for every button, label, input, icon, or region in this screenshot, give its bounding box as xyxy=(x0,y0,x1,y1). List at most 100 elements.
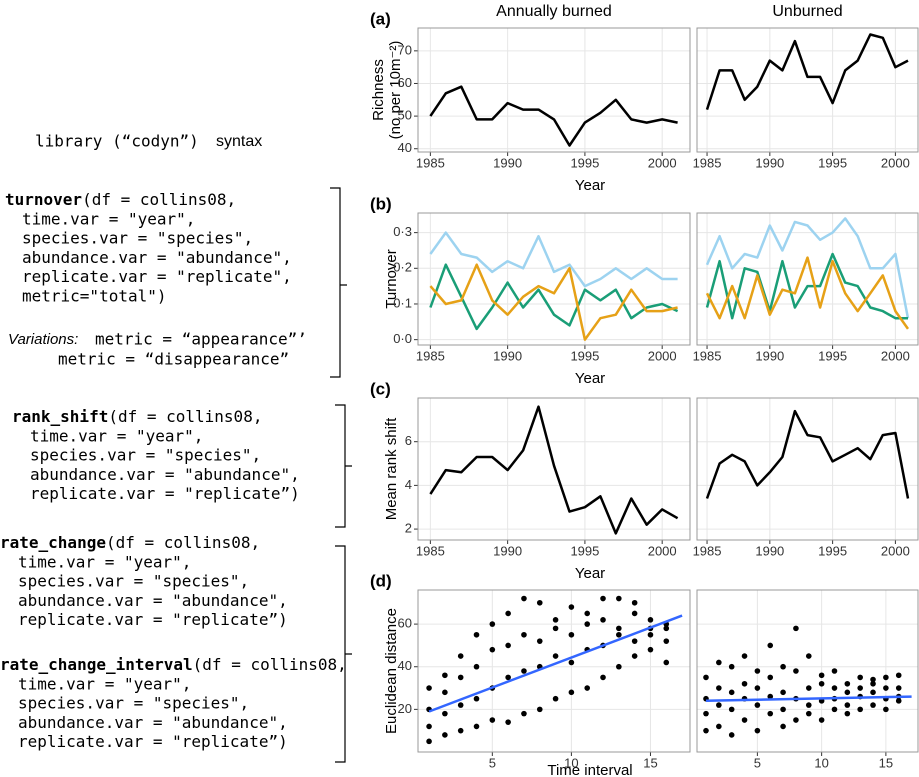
variations-label: Variations: xyxy=(8,331,78,348)
point xyxy=(457,653,464,659)
panel-background xyxy=(696,589,919,753)
panel-label: (b) xyxy=(370,194,392,213)
code-line: metric="total") xyxy=(22,286,167,305)
point xyxy=(457,727,464,734)
code-text: abundance.var = "abundance", xyxy=(22,247,292,266)
x-tick-label: 1990 xyxy=(755,155,784,170)
point xyxy=(536,706,543,713)
y-tick-label: 0·3 xyxy=(393,224,412,239)
point xyxy=(741,680,748,687)
point xyxy=(716,685,722,691)
code-line: time.var = "year", xyxy=(30,426,203,445)
point xyxy=(754,727,761,734)
point xyxy=(616,625,622,632)
y-tick-label: 0·0 xyxy=(393,331,412,346)
point xyxy=(805,653,812,659)
point xyxy=(552,617,559,623)
syntax-label: syntax xyxy=(216,133,262,150)
code-line: turnover(df = collins08, xyxy=(5,190,236,209)
panel-border xyxy=(417,397,691,541)
point xyxy=(616,631,622,638)
code-line: replicate.var = "replicate", xyxy=(22,267,292,286)
variation-line: metric = “appearance”’ xyxy=(95,330,307,349)
y-tick-label: 2 xyxy=(405,521,412,536)
facet-title: Annually burned xyxy=(496,3,612,20)
panel-border xyxy=(696,397,919,541)
x-tick-label: 1995 xyxy=(570,155,599,170)
point xyxy=(780,706,786,713)
point xyxy=(489,646,496,653)
y-tick-label: 0·2 xyxy=(393,260,412,275)
x-tick-label: 1985 xyxy=(416,155,445,170)
function-name: rank_shift xyxy=(12,407,108,426)
point xyxy=(426,685,432,691)
point xyxy=(780,689,786,696)
x-tick-label: 1995 xyxy=(570,543,599,558)
x-tick-label: 2000 xyxy=(881,543,910,558)
code-line: abundance.var = "abundance", xyxy=(18,712,288,731)
point xyxy=(442,710,448,717)
y-axis-label: Richness xyxy=(370,59,387,121)
point xyxy=(521,595,527,602)
fit-line xyxy=(428,614,683,713)
y-axis-label: (no per 10m⁻²) xyxy=(387,41,404,140)
code-text: species.var = "species", xyxy=(18,693,249,712)
line-series xyxy=(429,85,678,147)
code-text: metric="total") xyxy=(22,286,167,305)
y-tick-label: 60 xyxy=(398,616,412,631)
point xyxy=(536,599,543,606)
function-name: rate_change_interval xyxy=(0,655,193,674)
library-call: library (“codyn”) xyxy=(35,132,199,151)
point xyxy=(831,706,838,713)
x-tick-label: 2000 xyxy=(881,348,910,363)
code-line: abundance.var = "abundance", xyxy=(22,247,292,266)
x-tick-label: 2000 xyxy=(648,543,677,558)
point xyxy=(793,717,799,723)
point xyxy=(703,710,709,717)
x-tick-label: 5 xyxy=(754,755,761,770)
code-line: replicate.var = "replicate”) xyxy=(18,610,288,629)
point xyxy=(818,672,825,679)
panel-border xyxy=(417,212,691,346)
point xyxy=(631,610,638,617)
point xyxy=(728,689,735,696)
point xyxy=(754,702,761,708)
point xyxy=(780,723,786,730)
x-tick-label: 2000 xyxy=(648,348,677,363)
point xyxy=(568,689,575,696)
panel-border xyxy=(696,212,919,346)
code-line: rank_shift(df = collins08, xyxy=(12,407,262,426)
point xyxy=(870,676,876,683)
panel-border xyxy=(696,589,919,753)
point xyxy=(568,631,575,638)
point xyxy=(552,695,559,702)
point xyxy=(505,642,511,649)
point xyxy=(442,672,448,679)
code-text: replicate.var = "replicate”) xyxy=(18,732,288,751)
point xyxy=(647,646,654,653)
point xyxy=(716,723,722,730)
y-tick-label: 40 xyxy=(398,140,412,155)
x-tick-label: 10 xyxy=(814,755,828,770)
point xyxy=(442,689,448,696)
panel-background xyxy=(417,212,691,346)
point xyxy=(818,717,825,723)
point xyxy=(883,674,889,681)
panel-border xyxy=(417,27,691,153)
point xyxy=(505,674,511,681)
code-line: rate_change(df = collins08, xyxy=(0,533,260,552)
x-tick-label: 1995 xyxy=(818,155,847,170)
point xyxy=(716,702,722,708)
x-tick-label: 1985 xyxy=(693,155,722,170)
point xyxy=(883,706,889,713)
code-text: (df = collins08, xyxy=(108,407,262,426)
point xyxy=(426,723,432,730)
line-series xyxy=(429,405,679,535)
x-tick-label: 1985 xyxy=(416,348,445,363)
function-name: turnover xyxy=(5,190,82,209)
x-axis-label: Year xyxy=(575,565,605,582)
point xyxy=(473,695,480,702)
point xyxy=(754,668,761,674)
point xyxy=(647,617,654,623)
